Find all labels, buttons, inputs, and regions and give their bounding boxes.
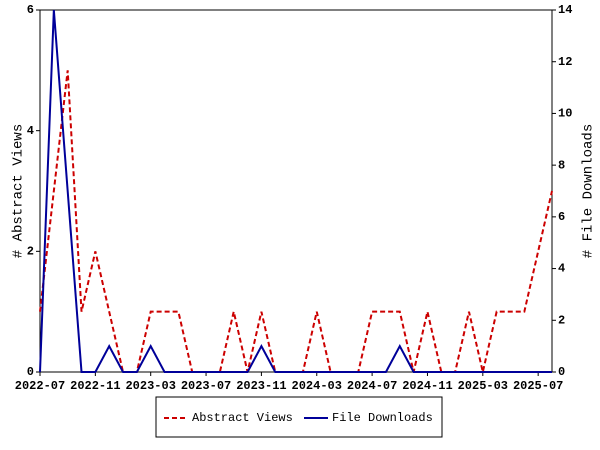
y2-axis-label: # File Downloads	[581, 124, 597, 258]
plot-frame	[39, 9, 553, 373]
legend-label: Abstract Views	[192, 411, 293, 425]
y-tick-label: 6	[27, 3, 34, 17]
x-tick-label: 2025-03	[458, 379, 508, 393]
y2-tick-label: 12	[558, 55, 572, 69]
x-tick-label: 2022-11	[70, 379, 120, 393]
x-tick-label: 2024-07	[347, 379, 397, 393]
x-tick-label: 2024-03	[292, 379, 342, 393]
legend-box	[155, 396, 443, 438]
series-line	[39, 9, 552, 373]
x-tick-label: 2023-03	[125, 379, 175, 393]
y-tick-label: 0	[27, 365, 34, 379]
y2-tick-label: 2	[558, 313, 565, 327]
legend-label: File Downloads	[332, 411, 433, 425]
y-tick-label: 4	[27, 124, 34, 138]
x-tick-label: 2023-07	[181, 379, 231, 393]
y2-tick-label: 10	[558, 107, 572, 121]
x-tick-label: 2022-07	[15, 379, 65, 393]
y-axis-label: # Abstract Views	[11, 124, 27, 258]
x-tick-label: 2025-07	[513, 379, 563, 393]
y2-tick-label: 8	[558, 158, 565, 172]
y2-tick-label: 14	[558, 3, 572, 17]
y-tick-label: 2	[27, 245, 34, 259]
x-tick-label: 2023-11	[236, 379, 286, 393]
x-tick-label: 2024-11	[402, 379, 452, 393]
y2-tick-label: 4	[558, 262, 565, 276]
y2-tick-label: 6	[558, 210, 565, 224]
y2-tick-label: 0	[558, 365, 565, 379]
